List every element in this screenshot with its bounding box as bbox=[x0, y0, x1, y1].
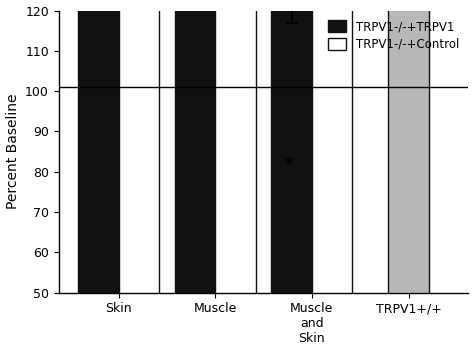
Legend: TRPV1-/-+TRPV1, TRPV1-/-+Control: TRPV1-/-+TRPV1, TRPV1-/-+Control bbox=[325, 16, 463, 54]
Bar bbox=[118, 0, 159, 293]
Bar bbox=[175, 0, 215, 293]
Bar bbox=[388, 0, 429, 293]
Text: *: * bbox=[285, 156, 294, 174]
Bar bbox=[78, 0, 118, 293]
Bar bbox=[312, 0, 353, 293]
Bar bbox=[271, 2, 312, 293]
Y-axis label: Percent Baseline: Percent Baseline bbox=[6, 94, 19, 210]
Bar bbox=[215, 0, 256, 293]
